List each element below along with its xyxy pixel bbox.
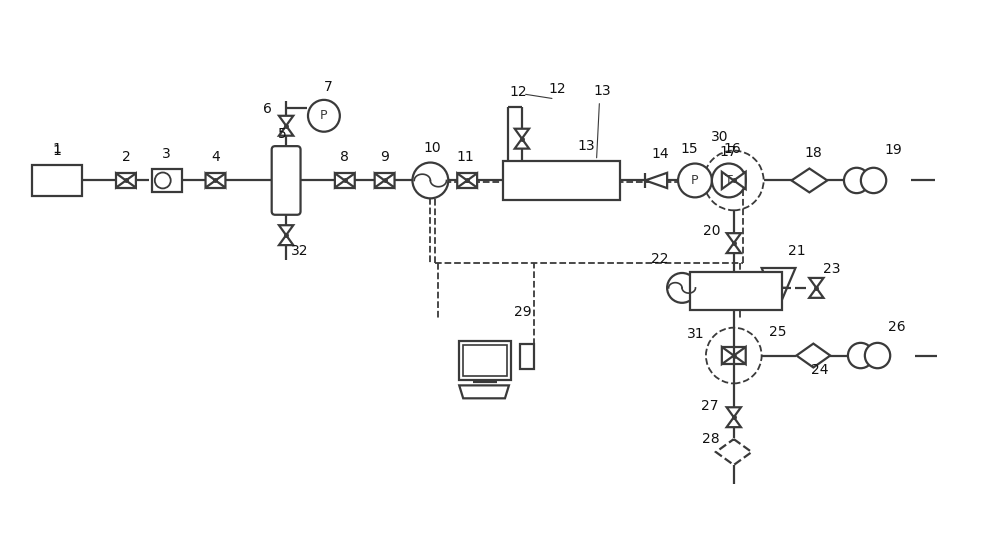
Polygon shape	[467, 173, 477, 188]
Text: P: P	[320, 109, 328, 123]
Circle shape	[412, 163, 448, 198]
Text: 3: 3	[162, 147, 171, 160]
Polygon shape	[645, 173, 667, 188]
Polygon shape	[515, 129, 529, 139]
Polygon shape	[375, 173, 385, 188]
Polygon shape	[791, 169, 827, 193]
Circle shape	[861, 168, 886, 193]
Polygon shape	[515, 139, 529, 149]
Text: 17: 17	[719, 144, 737, 158]
Text: 16: 16	[724, 142, 742, 156]
Text: 24: 24	[811, 363, 828, 377]
Text: 14: 14	[651, 147, 669, 160]
Polygon shape	[762, 268, 795, 288]
Text: T: T	[725, 174, 733, 187]
Text: 18: 18	[804, 146, 822, 159]
Text: 12: 12	[549, 82, 567, 96]
Bar	[459, 341, 511, 380]
Text: 28: 28	[702, 432, 720, 446]
Polygon shape	[279, 126, 293, 136]
Text: 7: 7	[324, 80, 332, 94]
Polygon shape	[457, 173, 467, 188]
Polygon shape	[734, 172, 746, 189]
Text: 8: 8	[340, 150, 349, 164]
Circle shape	[848, 343, 873, 368]
Polygon shape	[770, 288, 787, 308]
Text: 9: 9	[380, 150, 389, 164]
Bar	[152, 169, 182, 193]
Polygon shape	[279, 116, 293, 126]
Text: 6: 6	[263, 102, 272, 116]
Bar	[503, 160, 620, 200]
FancyBboxPatch shape	[272, 146, 301, 215]
Circle shape	[865, 343, 890, 368]
Polygon shape	[722, 172, 734, 189]
Polygon shape	[734, 347, 746, 364]
Polygon shape	[459, 385, 509, 399]
Circle shape	[308, 100, 340, 132]
Text: 10: 10	[424, 141, 441, 155]
Text: 29: 29	[514, 305, 532, 319]
Polygon shape	[345, 173, 355, 188]
Text: 4: 4	[211, 150, 220, 164]
Text: 20: 20	[703, 224, 721, 238]
Text: 15: 15	[680, 142, 698, 156]
Polygon shape	[727, 417, 741, 427]
Text: 22: 22	[651, 252, 669, 266]
Text: 32: 32	[291, 244, 309, 258]
Text: 26: 26	[888, 319, 906, 334]
Bar	[32, 165, 82, 196]
Polygon shape	[215, 173, 225, 188]
Circle shape	[678, 164, 712, 197]
Text: 30: 30	[711, 129, 729, 143]
Polygon shape	[335, 173, 345, 188]
Polygon shape	[727, 407, 741, 417]
Polygon shape	[796, 343, 830, 368]
Bar	[690, 272, 782, 310]
Polygon shape	[385, 173, 395, 188]
Polygon shape	[206, 173, 215, 188]
Polygon shape	[716, 439, 752, 465]
Text: 13: 13	[578, 139, 595, 152]
Circle shape	[667, 273, 697, 303]
Text: 23: 23	[823, 262, 840, 276]
Text: 2: 2	[122, 150, 130, 164]
Text: 21: 21	[788, 244, 805, 258]
Polygon shape	[116, 173, 126, 188]
Bar	[463, 345, 507, 377]
Text: 1: 1	[53, 142, 62, 156]
Polygon shape	[809, 288, 824, 298]
Text: 11: 11	[456, 150, 474, 164]
Polygon shape	[722, 347, 734, 364]
Text: 12: 12	[509, 85, 527, 99]
Polygon shape	[727, 233, 741, 243]
Text: 31: 31	[687, 327, 705, 341]
Text: 25: 25	[769, 325, 786, 339]
Text: 5: 5	[278, 127, 287, 141]
Circle shape	[155, 172, 171, 188]
Text: 27: 27	[701, 399, 719, 413]
Polygon shape	[727, 243, 741, 253]
Polygon shape	[279, 235, 293, 245]
Text: P: P	[691, 174, 699, 187]
Circle shape	[712, 164, 746, 197]
Polygon shape	[809, 278, 824, 288]
Text: 19: 19	[884, 143, 902, 157]
Polygon shape	[279, 225, 293, 235]
Polygon shape	[126, 173, 136, 188]
Text: 13: 13	[594, 84, 611, 98]
Text: 1: 1	[53, 143, 62, 158]
Circle shape	[844, 168, 869, 193]
Bar	[520, 344, 534, 369]
